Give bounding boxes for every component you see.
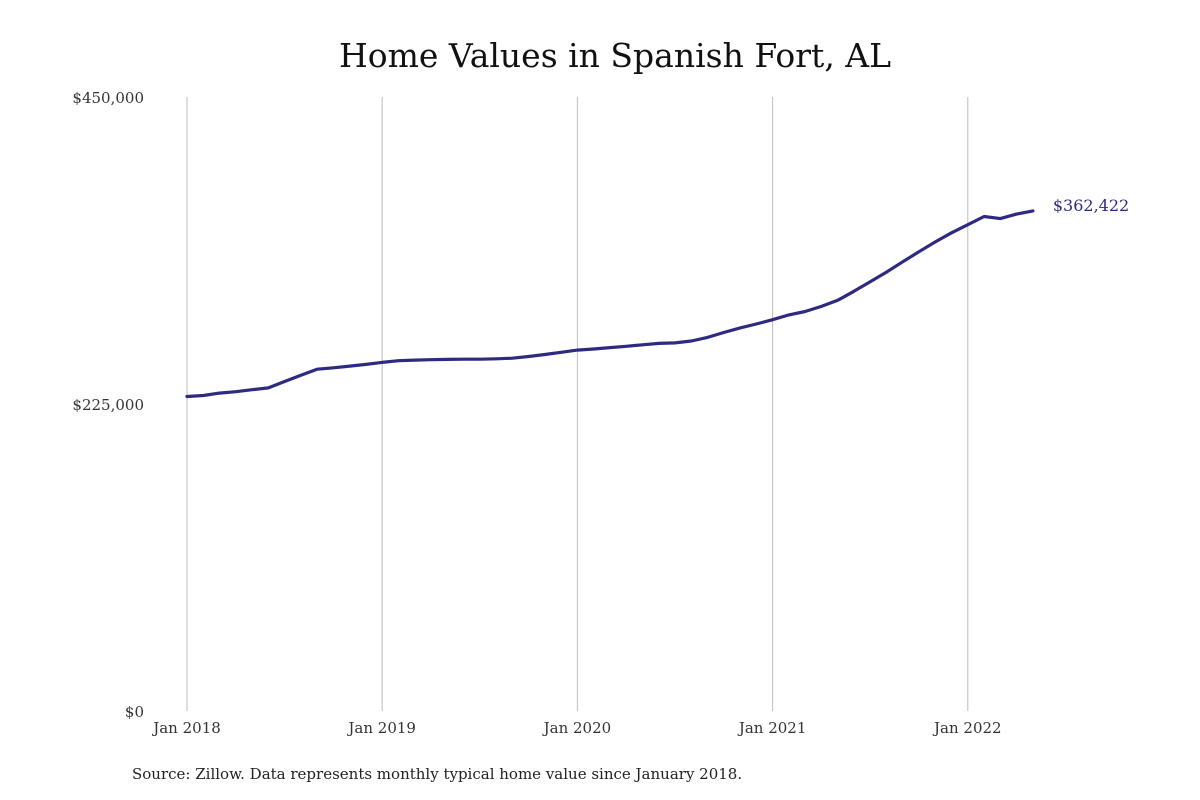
y-tick-label: $450,000 <box>72 89 144 107</box>
grid-lines <box>186 97 969 711</box>
chart-title: Home Values in Spanish Fort, AL <box>339 36 891 75</box>
series-end-label: $362,422 <box>1053 196 1129 215</box>
x-axis-ticks: Jan 2018 Jan 2019 Jan 2020 Jan 2021 Jan 2022 <box>151 719 1001 737</box>
series-line <box>185 209 1035 399</box>
x-tick-label: Jan 2020 <box>542 719 612 737</box>
y-tick-label: $225,000 <box>72 396 144 414</box>
x-tick-label: Jan 2022 <box>932 719 1002 737</box>
x-tick-label: Jan 2021 <box>737 719 807 737</box>
x-tick-label: Jan 2018 <box>151 719 221 737</box>
source-note: Source: Zillow. Data represents monthly … <box>132 765 743 783</box>
y-tick-label: $0 <box>125 703 144 721</box>
series-layer: $362,422 <box>185 196 1129 399</box>
y-axis-ticks: $0 $225,000 $450,000 <box>72 89 144 721</box>
x-tick-label: Jan 2019 <box>346 719 416 737</box>
